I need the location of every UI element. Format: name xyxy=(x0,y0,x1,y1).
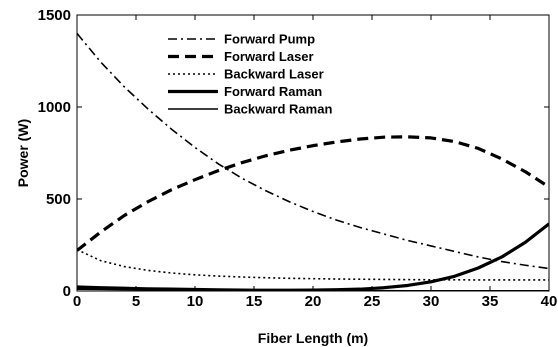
series-line-backward-laser xyxy=(77,248,549,281)
legend-label: Backward Laser xyxy=(224,67,324,82)
x-tick-label: 0 xyxy=(73,293,81,310)
legend-label: Backward Raman xyxy=(224,102,332,117)
series-line-forward-pump xyxy=(77,32,549,270)
y-tick-label: 1000 xyxy=(38,99,71,116)
x-tick-label: 15 xyxy=(246,293,263,310)
x-tick-label: 40 xyxy=(541,293,558,310)
x-tick-label: 10 xyxy=(187,293,204,310)
legend-label: Forward Pump xyxy=(224,32,315,47)
series-line-forward-laser xyxy=(77,135,549,252)
x-tick-label: 20 xyxy=(305,293,322,310)
y-tick-label: 500 xyxy=(46,191,71,208)
x-tick-label: 35 xyxy=(482,293,499,310)
y-axis-title: Power (W) xyxy=(15,119,31,187)
x-tick-label: 30 xyxy=(423,293,440,310)
y-tick-label: 1500 xyxy=(38,7,71,24)
legend-label: Forward Laser xyxy=(224,49,314,64)
y-tick-label: 0 xyxy=(63,283,71,300)
x-tick-label: 5 xyxy=(132,293,140,310)
x-axis-title: Fiber Length (m) xyxy=(258,330,368,346)
x-tick-label: 25 xyxy=(364,293,381,310)
legend-label: Forward Raman xyxy=(224,84,322,99)
